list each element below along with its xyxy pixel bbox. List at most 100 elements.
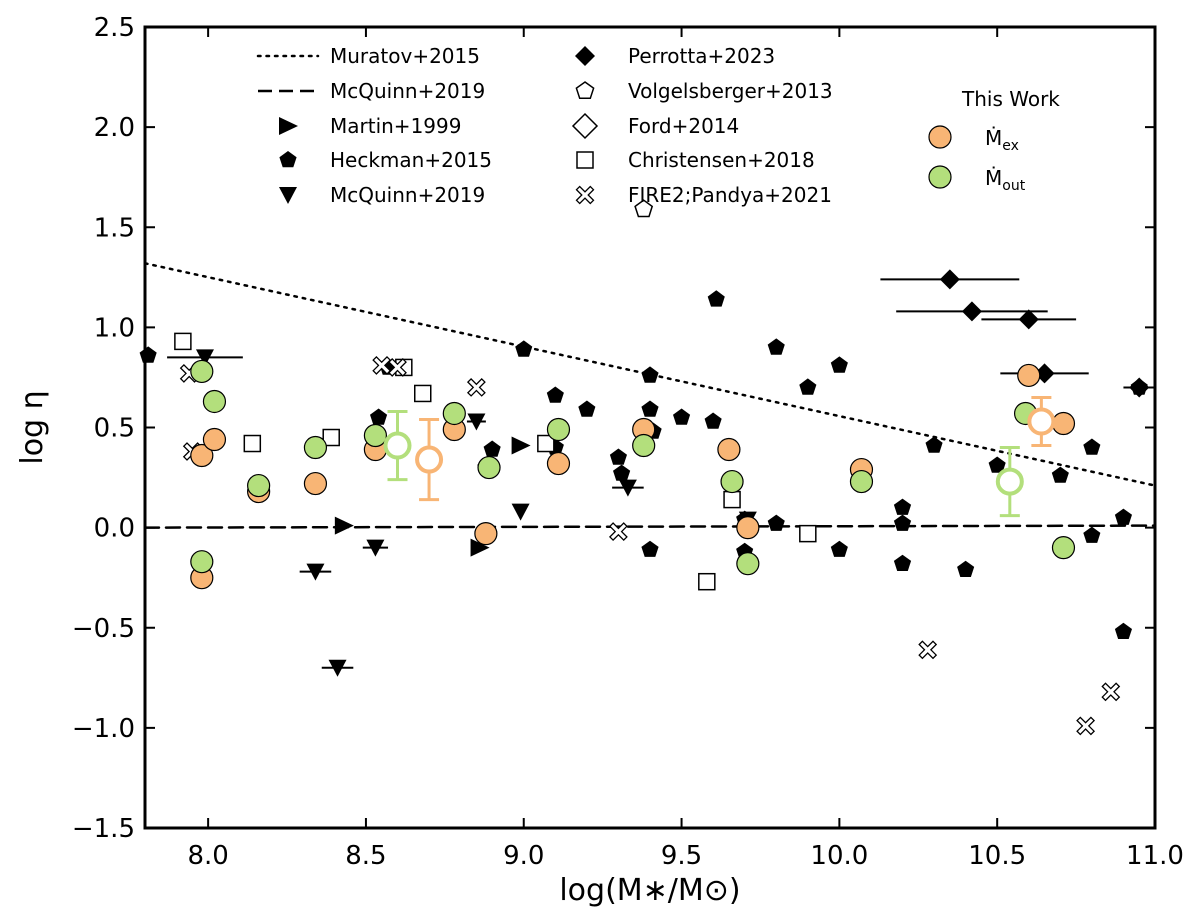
legend-title: This Work: [961, 87, 1060, 111]
data-point: [195, 349, 214, 367]
series-5: [880, 269, 1155, 398]
data-point: [893, 514, 912, 531]
data-point: [767, 514, 785, 531]
legend-symbol: [575, 46, 595, 66]
legend-symbol: [571, 112, 599, 140]
data-point: [723, 490, 741, 509]
series-1: [143, 524, 1157, 529]
data-point: [474, 522, 498, 546]
data-point: [190, 359, 214, 384]
data-layer: [139, 199, 1157, 736]
legend-label: Muratov+2015: [330, 44, 480, 68]
x-tick-label: 10.5: [968, 841, 1026, 871]
data-point: [1018, 309, 1039, 330]
legend-symbol: [928, 125, 952, 149]
data-point: [306, 563, 325, 581]
data-point: [613, 464, 631, 481]
axes-ticks: 8.0 8.5 9.0 9.5 10.0 10.5 11.0 −1.5 −1.0 −0.5 0.0 0…: [72, 13, 1184, 871]
y-tick-label: −1.5: [72, 814, 135, 844]
data-point: [303, 471, 328, 496]
series-0: [143, 262, 1157, 487]
data-point: [918, 640, 938, 660]
legend-label: Christensen+2018: [628, 148, 815, 172]
series-10: [190, 359, 1076, 576]
series-12: [383, 409, 1024, 518]
data-point: [328, 659, 347, 677]
data-point: [139, 346, 157, 363]
data-point: [190, 550, 214, 574]
data-point: [849, 469, 874, 494]
legend-symbol: [279, 151, 297, 168]
data-point: [736, 552, 760, 576]
data-point: [618, 479, 637, 497]
data-point: [641, 400, 659, 417]
data-point: [1114, 622, 1132, 639]
data-point: [830, 540, 848, 557]
y-axis-label: log η: [15, 390, 50, 464]
legend-symbol: [576, 151, 594, 169]
x-tick-label: 10.0: [810, 841, 868, 871]
data-point: [466, 377, 486, 397]
data-point: [893, 554, 912, 571]
data-point: [477, 455, 501, 480]
data-point: [578, 400, 596, 417]
data-point: [414, 384, 432, 403]
legend-label: Volgelsberger+2013: [628, 79, 833, 103]
series-7: [174, 332, 817, 591]
data-point: [1027, 407, 1056, 436]
data-point: [893, 498, 912, 515]
data-point: [1051, 536, 1076, 560]
data-point: [442, 401, 466, 426]
data-point: [415, 445, 444, 474]
data-point: [546, 386, 564, 403]
data-point: [322, 428, 340, 447]
data-point: [1083, 438, 1101, 455]
data-point: [1114, 508, 1132, 525]
data-point: [546, 451, 571, 476]
series-line: [143, 524, 1157, 529]
y-tick-label: −1.0: [72, 714, 135, 744]
data-point: [1017, 363, 1041, 388]
legend-label: FIRE2;Pandya+2021: [628, 183, 832, 207]
data-point: [537, 434, 555, 453]
data-point: [202, 389, 227, 414]
x-tick-label: 11.0: [1126, 841, 1184, 871]
legend-label: Ṁex: [985, 126, 1019, 154]
legend-label: Ford+2014: [628, 114, 739, 138]
data-point: [704, 412, 722, 429]
y-tick-label: 2.5: [94, 13, 135, 43]
data-point: [641, 366, 659, 383]
legend-label: Heckman+2015: [330, 148, 492, 172]
x-tick-label: 9.0: [503, 841, 544, 871]
data-point: [366, 539, 385, 557]
series-4: [167, 349, 757, 677]
y-tick-label: 1.5: [94, 213, 135, 243]
data-point: [717, 437, 741, 462]
data-point: [511, 436, 531, 455]
data-point: [515, 340, 533, 357]
legend-label: Ṁout: [985, 166, 1026, 194]
data-point: [698, 572, 716, 591]
series-11: [415, 395, 1056, 502]
y-tick-label: 0.0: [94, 514, 135, 544]
data-point: [467, 413, 486, 431]
series-8: [179, 355, 1121, 736]
legend-label: Martin+1999: [330, 114, 461, 138]
x-tick-label: 9.5: [661, 841, 702, 871]
data-point: [202, 427, 227, 452]
data-point: [1083, 526, 1101, 543]
data-point: [1076, 716, 1096, 736]
data-point: [334, 516, 354, 535]
x-axis-label: log(M∗/M⊙): [559, 873, 740, 908]
data-point: [608, 522, 628, 542]
series-6: [634, 199, 654, 218]
data-point: [988, 456, 1006, 473]
legend-label: McQuinn+2019: [330, 183, 485, 207]
y-tick-label: 1.0: [94, 313, 135, 343]
data-point: [830, 356, 848, 373]
y-tick-label: 2.0: [94, 113, 135, 143]
data-point: [363, 423, 388, 448]
series-9: [190, 363, 1076, 590]
series-3: [139, 290, 1148, 639]
